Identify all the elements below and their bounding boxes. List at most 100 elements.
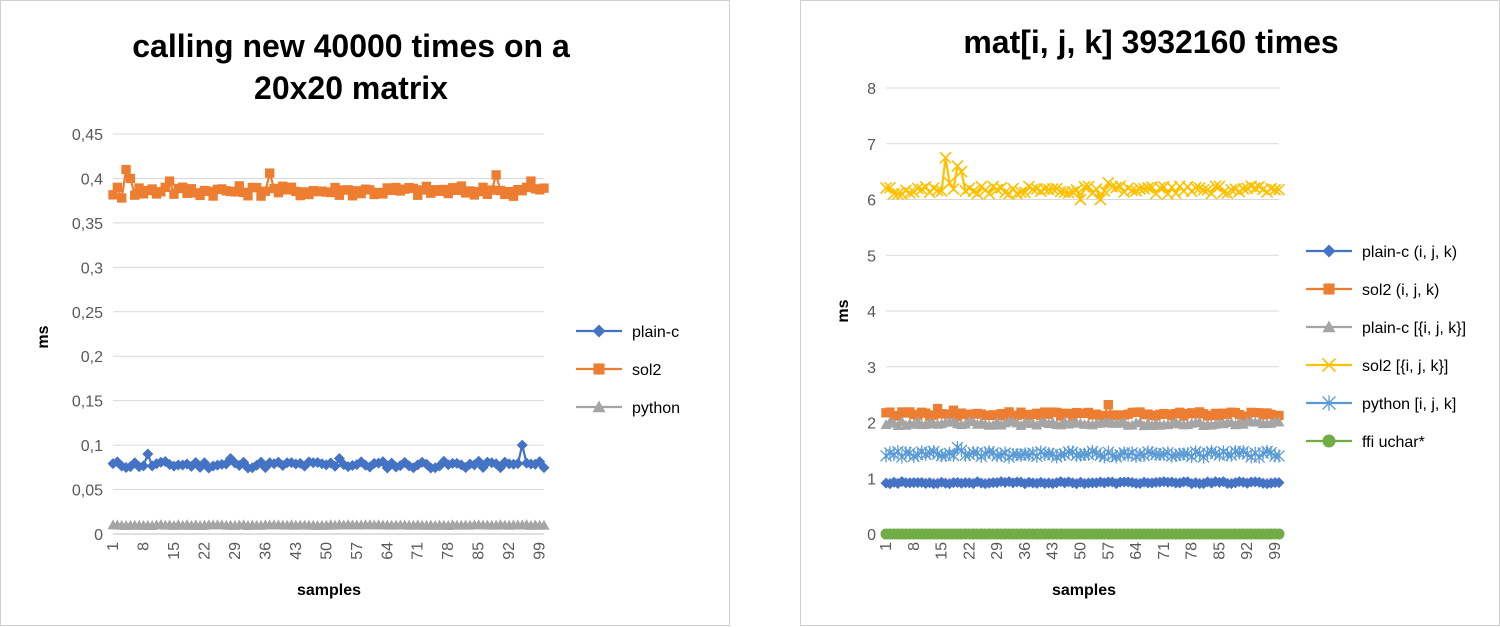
data-point	[1122, 182, 1135, 195]
x-tick-label: 71	[1156, 542, 1173, 560]
x-tick-label: 78	[1184, 542, 1201, 560]
x-tick-label: 22	[196, 542, 213, 560]
y-tick-label: 2	[867, 416, 876, 433]
data-point	[1273, 477, 1285, 489]
legend-item: plain-c [{i, j, k}]	[1306, 320, 1466, 337]
data-point	[1237, 182, 1250, 195]
x-tick-label: 92	[501, 542, 518, 560]
legend-item: plain-c	[576, 324, 679, 341]
x-tick-label: 1	[878, 542, 895, 551]
data-point	[330, 182, 340, 193]
legend-item: ffi uchar*	[1306, 434, 1425, 451]
data-point	[260, 186, 271, 196]
data-point	[971, 187, 984, 200]
data-point	[1090, 182, 1103, 196]
data-point	[947, 182, 960, 196]
data-point	[939, 151, 952, 164]
data-point	[538, 462, 550, 474]
data-point	[1225, 183, 1238, 196]
chart-panel-new-calls: calling new 40000 times on a 20x20 matri…	[0, 0, 730, 626]
y-tick-label: 1	[867, 471, 876, 488]
data-point	[1014, 186, 1028, 199]
data-point	[112, 182, 123, 193]
x-tick-label: 43	[1045, 542, 1062, 560]
series-python	[107, 519, 550, 530]
x-tick-label: 64	[1128, 542, 1145, 560]
legend-marker	[1322, 244, 1336, 258]
data-point	[326, 187, 336, 198]
data-point	[1034, 185, 1047, 198]
y-tick-label: 0,1	[81, 438, 103, 455]
data-point	[265, 168, 275, 178]
data-point	[1169, 187, 1182, 200]
chart-title-line-1: calling new 40000 times on a	[132, 28, 570, 64]
y-tick-label: 6	[867, 193, 876, 210]
data-point	[195, 190, 205, 201]
data-point	[1114, 180, 1127, 193]
legend-item: python [i, j, k]	[1306, 395, 1456, 413]
data-point	[478, 182, 488, 193]
data-point	[927, 182, 940, 195]
data-point	[243, 191, 253, 201]
data-point	[538, 519, 550, 530]
x-tick-label: 15	[166, 542, 183, 560]
data-point	[487, 185, 497, 195]
x-tick-label: 15	[934, 542, 951, 560]
x-tick-label: 92	[1239, 542, 1256, 560]
data-point	[378, 189, 388, 199]
data-point	[1110, 181, 1123, 194]
series-sol2-i-j-k-	[881, 399, 1284, 421]
data-point	[160, 182, 170, 193]
data-point	[1046, 182, 1059, 196]
x-tick-label: 85	[1211, 542, 1228, 560]
x-tick-label: 57	[349, 542, 366, 560]
data-point	[891, 187, 904, 200]
data-point	[108, 190, 118, 200]
legend-marker	[1321, 357, 1337, 373]
data-point	[334, 190, 345, 200]
legend-label: sol2 (i, j, k)	[1362, 282, 1439, 299]
series-plain-c-i-j-k-	[880, 415, 1285, 431]
y-tick-label: 0,35	[72, 216, 103, 233]
series-python-i-j-k-	[880, 440, 1285, 464]
y-tick-label: 0,25	[72, 305, 103, 322]
y-tick-label: 8	[867, 81, 876, 98]
data-point	[1141, 181, 1155, 194]
data-point	[1273, 528, 1285, 540]
data-point	[1103, 399, 1113, 410]
x-tick-label: 64	[379, 542, 396, 560]
data-point	[508, 191, 519, 201]
data-point	[204, 186, 214, 197]
y-tick-label: 0,05	[72, 483, 103, 500]
data-point	[1274, 410, 1284, 421]
x-tick-label: 78	[440, 542, 457, 560]
data-point	[1099, 411, 1110, 421]
data-point	[1209, 180, 1222, 193]
data-point	[456, 181, 466, 191]
data-point	[230, 187, 240, 197]
legend-label: sol2 [{i, j, k}]	[1362, 358, 1448, 375]
legend-marker	[1322, 395, 1336, 411]
data-point	[1019, 478, 1031, 490]
data-point	[1273, 449, 1285, 463]
data-point	[1217, 476, 1229, 488]
data-point	[125, 173, 136, 184]
data-point	[1272, 183, 1286, 196]
x-axis-title: samples	[1052, 582, 1116, 599]
y-tick-label: 5	[867, 248, 876, 265]
data-point	[983, 187, 996, 200]
data-point	[169, 189, 179, 199]
x-tick-label: 29	[227, 542, 244, 560]
data-point	[1217, 186, 1230, 199]
data-point	[932, 403, 943, 414]
data-point	[121, 164, 131, 175]
y-tick-label: 4	[867, 304, 876, 321]
legend-marker	[593, 363, 605, 375]
legend-item: sol2 (i, j, k)	[1306, 282, 1439, 299]
data-point	[512, 458, 524, 470]
x-tick-label: 36	[257, 542, 274, 560]
legend-label: python	[632, 400, 680, 417]
data-point	[1062, 186, 1075, 199]
legend-marker	[1322, 434, 1336, 448]
x-tick-label: 43	[288, 542, 305, 560]
